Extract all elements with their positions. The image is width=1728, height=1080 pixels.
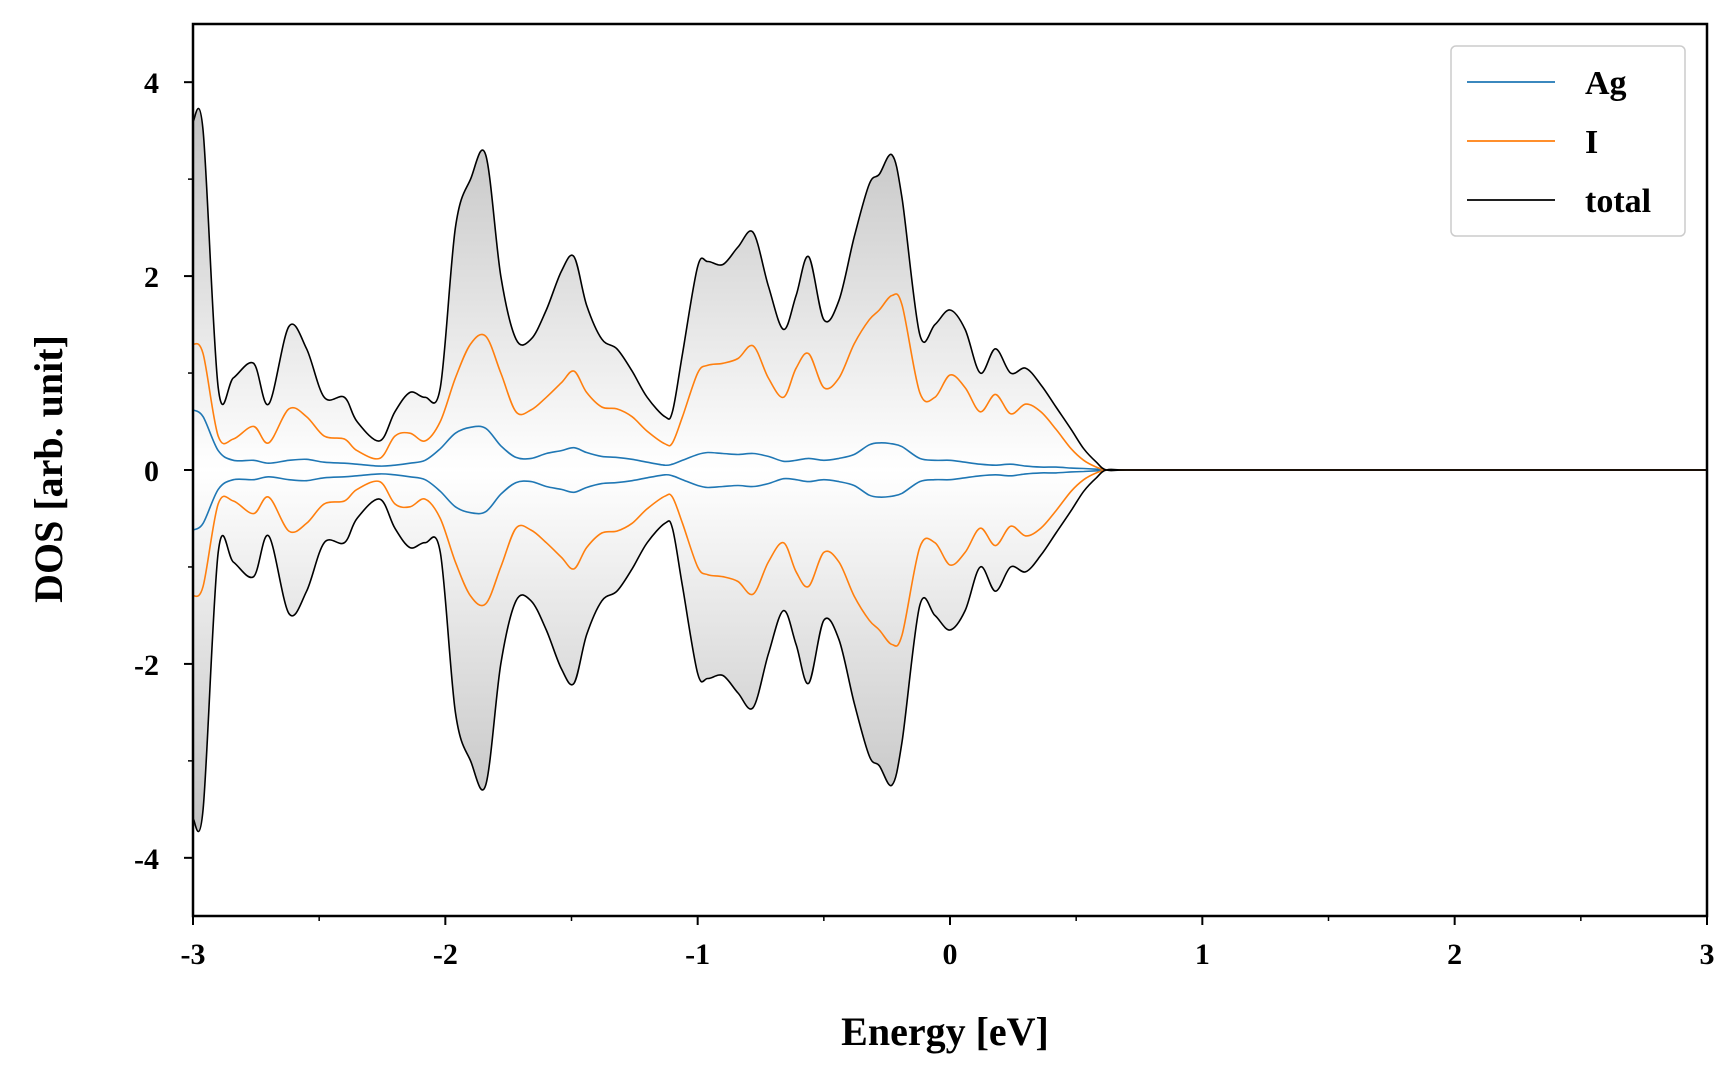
x-tick-label: -1 [685,938,710,971]
total-fill-area [193,108,1707,832]
y-tick-label: -2 [134,649,159,682]
series-i-line-lower [193,468,1707,647]
x-tick-label: -2 [433,938,458,971]
legend-label-total: total [1585,183,1651,220]
series-ag-line-upper [193,409,1707,471]
series-ag-line-lower [193,469,1707,531]
y-tick-label: 4 [144,67,159,100]
x-axis-label: Energy [eV] [841,1009,1049,1054]
series-total-line-upper [193,107,1707,472]
legend-label-i: I [1585,124,1598,161]
x-tick-label: 2 [1447,938,1462,971]
y-tick-label: -4 [134,843,159,876]
legend-box [1450,45,1686,237]
series-i-line-upper [193,293,1707,472]
y-tick-label: 0 [144,455,159,488]
x-tick-label: -3 [181,938,206,971]
x-tick-label: 3 [1700,938,1715,971]
x-tick-label: 0 [943,938,958,971]
x-tick-label: 1 [1195,938,1210,971]
series-total-line-lower [193,468,1707,833]
y-axis-label: DOS [arb. unit] [26,335,71,603]
legend-label-ag: Ag [1585,65,1627,102]
y-tick-label: 2 [144,261,159,294]
